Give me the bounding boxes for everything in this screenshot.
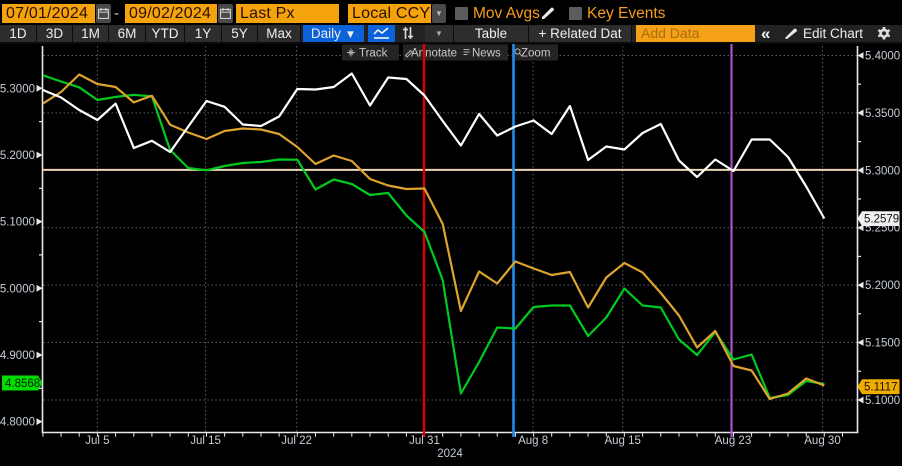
- svg-text:5.4000: 5.4000: [865, 51, 900, 63]
- svg-text:5.3000: 5.3000: [0, 83, 35, 95]
- svg-text:4.8000: 4.8000: [0, 417, 35, 429]
- svg-text:5.2000: 5.2000: [865, 280, 900, 292]
- svg-text:5.2000: 5.2000: [0, 150, 35, 162]
- svg-text:5.0000: 5.0000: [0, 283, 35, 295]
- svg-text:Jul 22: Jul 22: [281, 435, 312, 447]
- svg-text:4.8568: 4.8568: [5, 378, 40, 390]
- svg-text:Annotate: Annotate: [411, 48, 457, 60]
- svg-text:2024: 2024: [437, 448, 463, 460]
- svg-text:Aug 30: Aug 30: [804, 435, 840, 447]
- svg-text:5.3000: 5.3000: [865, 165, 900, 177]
- svg-text:Zoom: Zoom: [521, 48, 550, 60]
- svg-text:Aug 8: Aug 8: [518, 435, 548, 447]
- svg-text:5.1500: 5.1500: [865, 338, 900, 350]
- svg-text:5.1000: 5.1000: [0, 217, 35, 229]
- svg-text:Track: Track: [359, 48, 388, 60]
- svg-text:5.1117: 5.1117: [864, 382, 897, 394]
- svg-text:Jul 31: Jul 31: [409, 435, 440, 447]
- svg-text:Aug 23: Aug 23: [715, 435, 751, 447]
- svg-text:4.9000: 4.9000: [0, 350, 35, 362]
- svg-text:News: News: [472, 48, 501, 60]
- svg-text:Jul 15: Jul 15: [190, 435, 221, 447]
- svg-text:5.1000: 5.1000: [865, 395, 900, 407]
- svg-text:5.3500: 5.3500: [865, 108, 900, 120]
- svg-text:Jul 5: Jul 5: [85, 435, 109, 447]
- svg-text:5.2579: 5.2579: [864, 214, 899, 226]
- svg-text:Aug 15: Aug 15: [604, 435, 640, 447]
